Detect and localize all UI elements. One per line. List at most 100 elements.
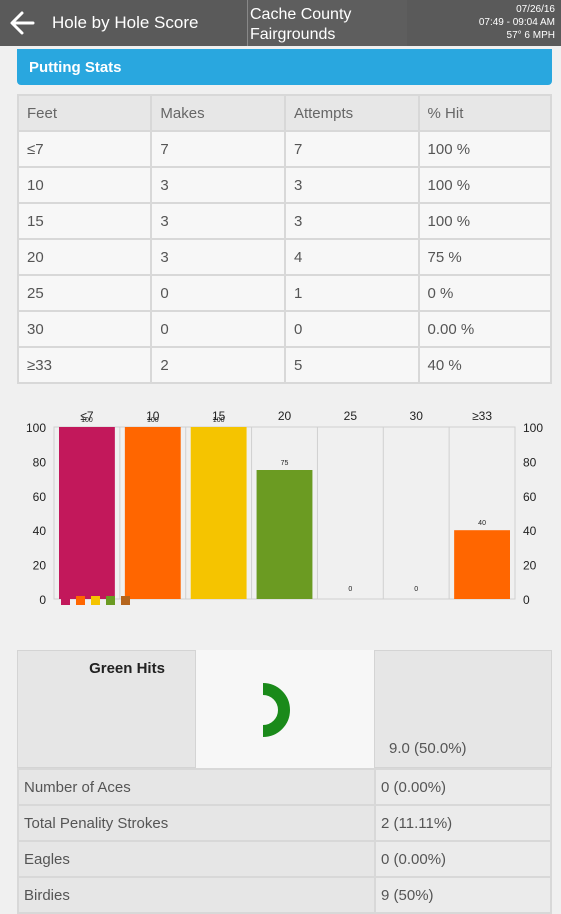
legend-swatch [106,596,115,605]
column-header: Feet [16,94,153,132]
table-header-row: Feet Makes Attempts % Hit [16,94,553,132]
table-cell: 15 [16,202,153,240]
table-cell: 25 [16,274,153,312]
stat-label: Birdies [17,876,376,914]
table-row: 30 0 0 0.00 % [16,310,553,348]
y-tick-label-right: 60 [523,490,537,504]
y-tick-label-right: 100 [523,421,543,435]
green-hits-gauge-cell [196,650,374,768]
table-cell: 0 [150,274,286,312]
back-arrow-icon [10,11,35,35]
bar-data-label: 0 [348,586,352,593]
table-cell: 100 % [417,166,553,204]
stat-label: Number of Aces [17,768,376,806]
legend-swatch [121,596,130,605]
green-hits-value: 9.0 (50.0%) [389,740,467,757]
green-hits-gauge [262,683,290,737]
table-row: Eagles 0 (0.00%) [17,840,552,878]
table-cell: 7 [283,130,420,168]
table-cell: 3 [283,166,420,204]
table-cell: 3 [150,202,286,240]
putting-stats-table: Feet Makes Attempts % Hit ≤7 7 7 100 % 1… [16,94,553,384]
bar [59,427,115,599]
bar [256,470,313,599]
table-row: ≤7 7 7 100 % [16,130,553,168]
table-cell: ≥33 [16,346,153,384]
table-cell: 75 % [417,238,553,276]
table-cell: 5 [283,346,420,384]
bar-data-label: 100 [81,417,93,424]
table-cell: 20 [16,238,153,276]
green-hits-label-cell [17,650,196,768]
table-row: ≥33 2 5 40 % [16,346,553,384]
bar [454,530,510,599]
table-cell: 3 [150,238,286,276]
table-cell: 4 [283,238,420,276]
column-header: Attempts [283,94,420,132]
bar-data-label: 75 [281,460,289,467]
x-category-label: ≤7 [80,409,94,423]
y-tick-label-right: 80 [523,455,537,469]
y-tick-label-left: 60 [33,490,47,504]
table-cell: 0 % [417,274,553,312]
x-category-label: 15 [212,409,226,423]
app-bar: Hole by Hole Score Cache County Fairgrou… [0,0,561,46]
green-hits-value-cell: 9.0 (50.0%) [374,650,552,768]
y-tick-label-left: 80 [33,455,47,469]
round-date: 07/26/16 [516,4,555,15]
table-cell: 3 [150,166,286,204]
table-cell: 100 % [417,202,553,240]
table-cell: 1 [283,274,420,312]
x-category-label: 20 [278,409,292,423]
table-cell: 0.00 % [417,310,553,348]
y-tick-label-left: 20 [33,559,47,573]
x-category-label: 10 [146,409,160,423]
back-button[interactable] [0,0,44,46]
table-row: Birdies 9 (50%) [17,876,552,914]
putting-stats-header[interactable]: Putting Stats [17,49,552,85]
table-row: 15 3 3 100 % [16,202,553,240]
legend-swatch [76,596,85,605]
stat-value: 0 (0.00%) [374,840,552,878]
table-row: 25 0 1 0 % [16,274,553,312]
green-hits-title: Green Hits [89,660,165,677]
round-time: 07:49 - 09:04 AM [478,17,555,28]
table-cell: 10 [16,166,153,204]
table-row: Number of Aces 0 (0.00%) [17,768,552,806]
y-tick-label-right: 40 [523,524,537,538]
stat-value: 9 (50%) [374,876,552,914]
putting-chart: 0 0 20 20 40 40 60 60 80 80 100 100 ≤7 100 10 100 15 100 2… [17,402,552,618]
bar [124,427,181,599]
column-header: % Hit [417,94,553,132]
bar-data-label: 40 [478,520,486,527]
stat-label: Total Penality Strokes [17,804,376,842]
column-header: Makes [150,94,286,132]
round-stats-table: Number of Aces 0 (0.00%) Total Penality … [17,768,552,914]
y-tick-label-left: 0 [39,593,46,607]
y-tick-label-right: 0 [523,593,530,607]
x-category-label: 30 [410,409,424,423]
table-cell: ≤7 [16,130,153,168]
table-row: Total Penality Strokes 2 (11.11%) [17,804,552,842]
course-name-line2: Fairgrounds [250,26,336,43]
bar-data-label: 100 [147,417,159,424]
y-tick-label-left: 100 [26,421,46,435]
table-cell: 30 [16,310,153,348]
table-cell: 2 [150,346,286,384]
table-cell: 3 [283,202,420,240]
table-cell: 7 [150,130,286,168]
round-meta: 07/26/16 07:49 - 09:04 AM 57° 6 MPH [407,0,561,46]
screen-title: Hole by Hole Score [52,13,199,32]
bar-data-label: 100 [213,417,225,424]
table-row: 20 3 4 75 % [16,238,553,276]
weather-info: 57° 6 MPH [506,30,555,41]
green-hits-arc [262,683,290,737]
stat-value: 0 (0.00%) [374,768,552,806]
course-name: Cache County Fairgrounds [247,0,407,46]
y-tick-label-left: 40 [33,524,47,538]
x-category-label: ≥33 [472,409,492,423]
legend-swatch [61,596,70,605]
legend-swatch [91,596,100,605]
x-category-label: 25 [344,409,358,423]
